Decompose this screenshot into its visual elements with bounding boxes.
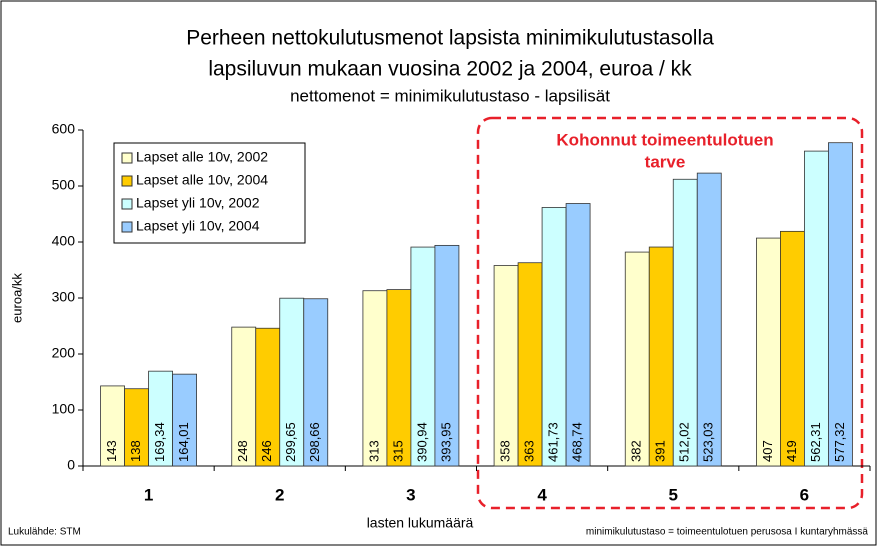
bar [672,178,698,467]
value-label: 577,32 [832,422,847,462]
value-label: 246 [259,440,274,462]
value-label: 461,73 [546,422,561,462]
bar [517,262,543,467]
value-label: 138 [128,440,143,462]
legend-label: Lapset alle 10v, 2004 [136,172,268,188]
chart-title: Perheen nettokulutusmenot lapsista minim… [186,27,714,50]
value-label: 315 [390,440,405,462]
y-tick-label: 400 [52,233,76,249]
bar [386,289,412,467]
value-label: 468,74 [570,422,585,462]
legend-swatch [121,175,133,187]
bar [828,142,853,467]
value-label: 407 [760,440,775,462]
legend-label: Lapset alle 10v, 2002 [136,149,268,165]
legend-swatch [121,221,133,233]
bar [255,327,281,467]
legend [113,142,306,244]
y-tick-label: 500 [52,177,76,193]
chart-subtitle: nettomenot = minimikulutustaso - lapsili… [290,86,610,105]
value-label: 393,95 [438,422,453,462]
bar [756,237,781,467]
annotation: tarve [645,152,686,171]
bar [172,373,197,467]
value-label: 169,34 [152,422,167,462]
value-label: 523,03 [701,422,716,462]
y-tick-label: 0 [67,457,75,473]
value-label: 391 [653,440,668,462]
value-label: 299,65 [283,422,298,462]
footnote: minimikulutustaso = toimeentulotuen peru… [586,527,869,538]
y-axis-label: euroa/kk [9,273,24,323]
bar [148,370,173,467]
bar [541,207,567,467]
value-label: 143 [104,440,119,462]
bar [493,265,519,467]
value-label: 419 [784,440,799,462]
x-tick-label: 4 [537,485,547,504]
value-label: 313 [366,440,381,462]
bar [434,244,460,467]
value-label: 164,01 [176,422,191,462]
bar [410,246,436,467]
x-tick-label: 1 [144,485,153,504]
x-tick-label: 2 [275,485,284,504]
y-tick-label: 600 [52,121,76,137]
x-tick-label: 3 [406,485,415,504]
bar [565,203,591,467]
legend-label: Lapset yli 10v, 2002 [136,195,260,211]
value-label: 298,66 [307,422,322,462]
y-tick-label: 200 [52,345,76,361]
value-label: 562,31 [808,422,823,462]
bar [624,251,650,467]
legend-label: Lapset yli 10v, 2004 [136,218,260,234]
y-tick-label: 100 [52,401,76,417]
x-axis-label: lasten lukumäärä [367,515,474,531]
bar [303,298,329,467]
bar [696,172,722,467]
value-label: 390,94 [414,422,429,462]
source: Lukulähde: STM [8,527,81,538]
bar [362,290,388,467]
value-label: 358 [498,440,513,462]
x-tick-label: 5 [669,485,678,504]
highlight-box [476,116,864,510]
bar [231,326,257,467]
value-label: 382 [629,440,644,462]
annotation: Kohonnut toimeentulotuen [556,130,773,149]
value-label: 512,02 [677,422,692,462]
chart-title: lapsiluvun mukaan vuosina 2002 ja 2004, … [208,58,692,81]
bar [780,230,805,467]
value-label: 363 [522,440,537,462]
y-tick-label: 300 [52,289,76,305]
x-tick-label: 6 [800,485,809,504]
legend-swatch [121,152,133,164]
bar [804,150,829,467]
bar [648,246,674,467]
value-label: 248 [235,440,250,462]
legend-swatch [121,198,133,210]
